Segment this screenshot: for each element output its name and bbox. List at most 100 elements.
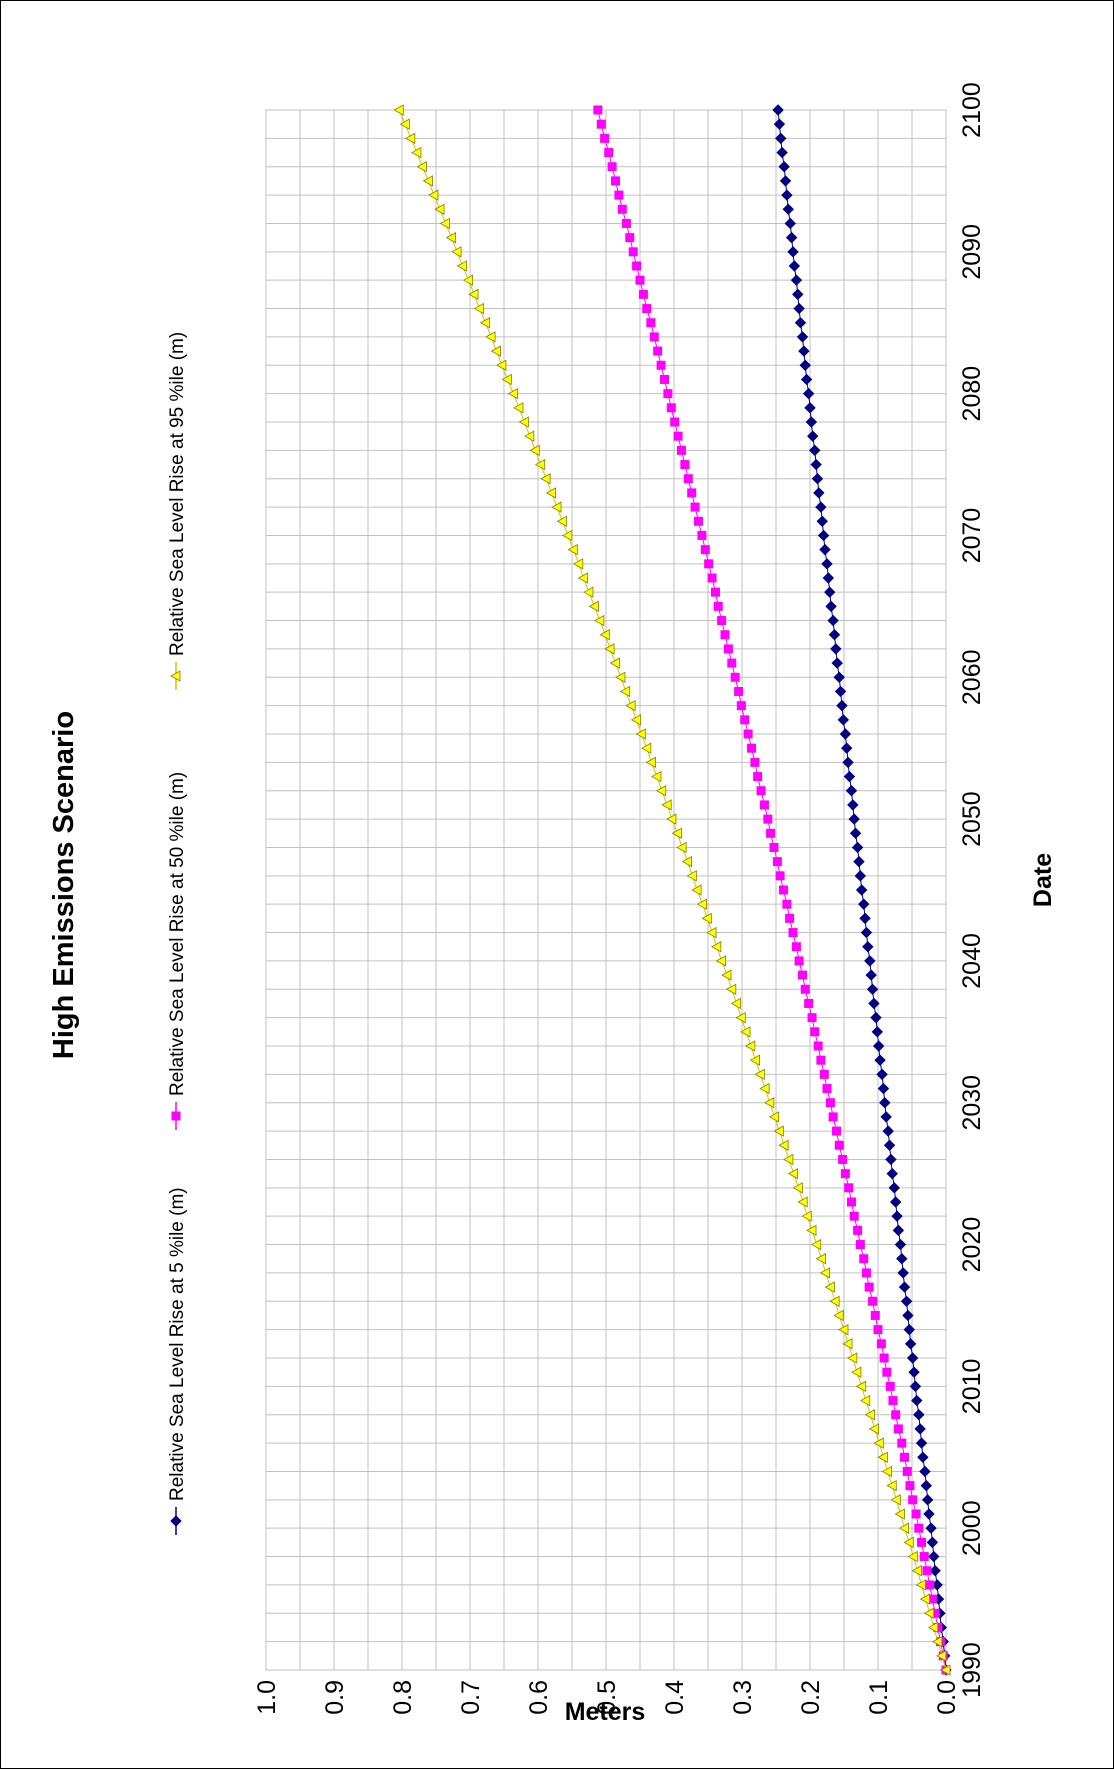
data-point [785,231,798,244]
data-point [925,1522,937,1534]
data-point [439,217,450,230]
data-point [821,558,833,570]
data-point [772,104,784,116]
data-point [810,458,822,471]
x-tick-label: 1990 [958,1642,986,1698]
y-tick-label: 0.9 [321,1680,349,1715]
data-point [696,898,707,910]
data-point [663,389,673,399]
data-point [735,1011,746,1024]
data-point [706,926,717,939]
x-tick-label: 2070 [958,508,986,564]
data-point [794,317,807,329]
data-point [593,105,603,115]
data-point [655,785,667,797]
data-point [876,1068,888,1081]
data-point [843,770,856,783]
data-point [727,658,737,668]
data-point [909,1380,922,1393]
data-point [621,218,631,228]
series-layer [393,104,952,1676]
data-point [868,1296,878,1306]
data-point [919,1465,931,1478]
data-point [393,104,404,116]
legend-label: Relative Sea Level Rise at 50 %ile (m) [167,772,188,1096]
data-point [847,799,859,811]
data-point [904,1338,917,1350]
data-point [813,1041,823,1051]
data-point [920,1479,932,1492]
y-tick-label: 0.5 [593,1680,621,1715]
data-point [710,587,720,597]
x-tick-label: 2090 [958,224,986,280]
data-point [896,1253,908,1265]
data-point [704,559,714,569]
data-point [813,487,825,499]
data-point [914,1423,926,1435]
data-point [604,643,615,655]
data-point [906,1352,919,1364]
data-point [556,515,567,527]
data-point [666,403,676,413]
data-point [903,1536,914,1549]
grid [265,109,947,1671]
data-point [170,1515,182,1527]
data-point [931,1579,943,1591]
data-point [451,246,462,258]
data-point [740,1026,751,1038]
data-point [596,119,606,129]
data-point [683,474,693,484]
data-point [607,162,617,172]
data-point [837,714,850,726]
data-point [825,1098,835,1108]
data-point [914,1523,924,1533]
y-axis-title: Meters [565,1698,646,1726]
data-point [642,304,652,314]
data-point [898,1281,911,1293]
data-point [923,1508,935,1520]
data-point [599,629,610,641]
data-point [723,644,733,654]
data-point [792,288,804,301]
data-point [853,855,865,868]
data-point [763,814,773,824]
data-point [773,1125,784,1137]
data-point [796,331,809,343]
data-point [846,1197,856,1207]
data-point [859,912,871,925]
data-point [783,1153,794,1166]
data-point [891,1410,901,1420]
data-point [865,969,877,981]
data-point [428,189,439,201]
data-point [473,302,484,315]
data-point [848,813,860,825]
data-point [858,898,870,910]
y-tick-label: 0.1 [865,1680,893,1715]
data-point [849,1211,859,1221]
data-point [754,1068,765,1081]
data-point [619,685,631,698]
data-point [862,941,874,953]
data-point [534,458,546,471]
data-point [670,417,680,427]
data-point [888,1396,898,1406]
data-point [798,970,808,980]
data-point [611,176,621,186]
data-point [830,643,842,655]
data-point [873,1437,884,1449]
x-tick-label: 2010 [958,1359,986,1415]
data-point [929,1565,941,1577]
data-point [915,1579,926,1591]
data-point [829,1295,840,1307]
data-point [485,331,496,343]
data-point [551,501,562,513]
data-point [833,671,845,683]
data-point [625,699,636,712]
data-point [849,827,862,839]
data-point [797,1196,808,1208]
data-point [825,600,837,613]
x-tick-label: 2000 [958,1500,986,1556]
data-point [775,132,787,145]
legend-label: Relative Sea Level Rise at 5 %ile (m) [167,1187,188,1501]
